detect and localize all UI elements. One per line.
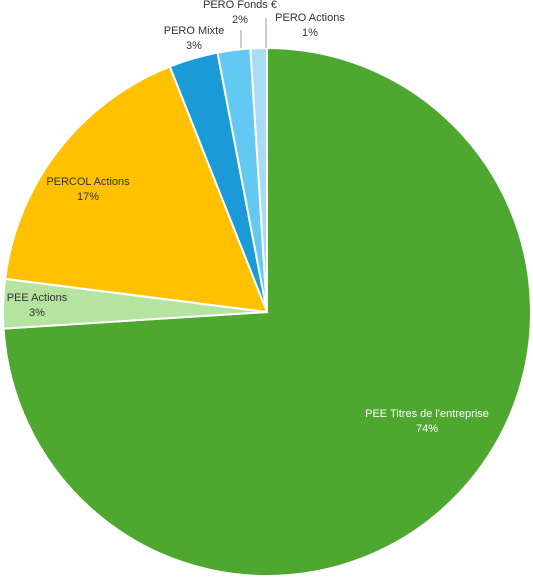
slice-label: PEE Actions	[7, 292, 68, 304]
value-label: 17%	[77, 191, 99, 203]
value-label: 3%	[186, 40, 202, 52]
slice-label: PERO Mixte	[164, 25, 225, 37]
pie-slice	[3, 65, 269, 314]
slice-label: PERO Actions	[275, 12, 345, 24]
value-label: 1%	[302, 27, 318, 39]
value-label: 2%	[232, 14, 248, 26]
value-label: 74%	[416, 423, 438, 435]
slice-label: PERO Fonds €	[203, 0, 277, 11]
pie-slice	[249, 46, 268, 313]
slice-label: PERCOL Actions	[46, 176, 130, 188]
slice-label: PEE Titres de l'entreprise	[365, 408, 489, 420]
value-label: 3%	[29, 307, 45, 319]
